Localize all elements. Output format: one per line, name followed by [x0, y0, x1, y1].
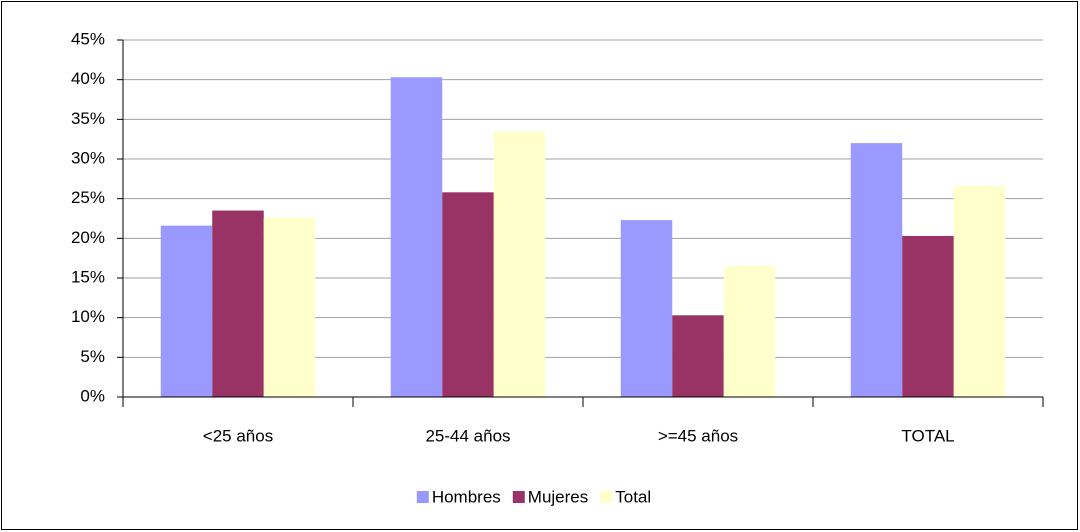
y-tick-label: 25%	[71, 188, 105, 207]
y-tick-label: 0%	[80, 386, 105, 405]
legend-label: Total	[615, 487, 651, 506]
x-tick-label: >=45 años	[658, 426, 738, 445]
bar	[672, 315, 724, 397]
bar	[390, 77, 443, 397]
x-tick-label: <25 años	[203, 426, 273, 445]
bar	[723, 266, 776, 397]
bar	[160, 225, 213, 397]
legend-swatch	[512, 491, 525, 503]
legend-swatch	[600, 491, 613, 503]
x-tick-label: 25-44 años	[425, 426, 510, 445]
legend-swatch	[416, 491, 429, 503]
x-tick-label: TOTAL	[901, 426, 954, 445]
y-tick-label: 40%	[71, 69, 105, 88]
y-tick-label: 30%	[71, 148, 105, 167]
y-tick-label: 15%	[71, 267, 105, 286]
y-tick-label: 5%	[80, 347, 105, 366]
y-tick-label: 10%	[71, 307, 105, 326]
bar	[902, 235, 954, 397]
bar	[493, 131, 546, 397]
bar	[263, 217, 316, 397]
y-tick-label: 45%	[71, 29, 105, 48]
bar	[442, 192, 494, 397]
legend-label: Mujeres	[528, 487, 588, 506]
y-tick-label: 35%	[71, 109, 105, 128]
y-tick-label: 20%	[71, 228, 105, 247]
bar	[850, 143, 903, 397]
legend-label: Hombres	[432, 487, 501, 506]
bar	[620, 220, 673, 397]
bar	[212, 210, 264, 397]
bar	[953, 185, 1006, 397]
